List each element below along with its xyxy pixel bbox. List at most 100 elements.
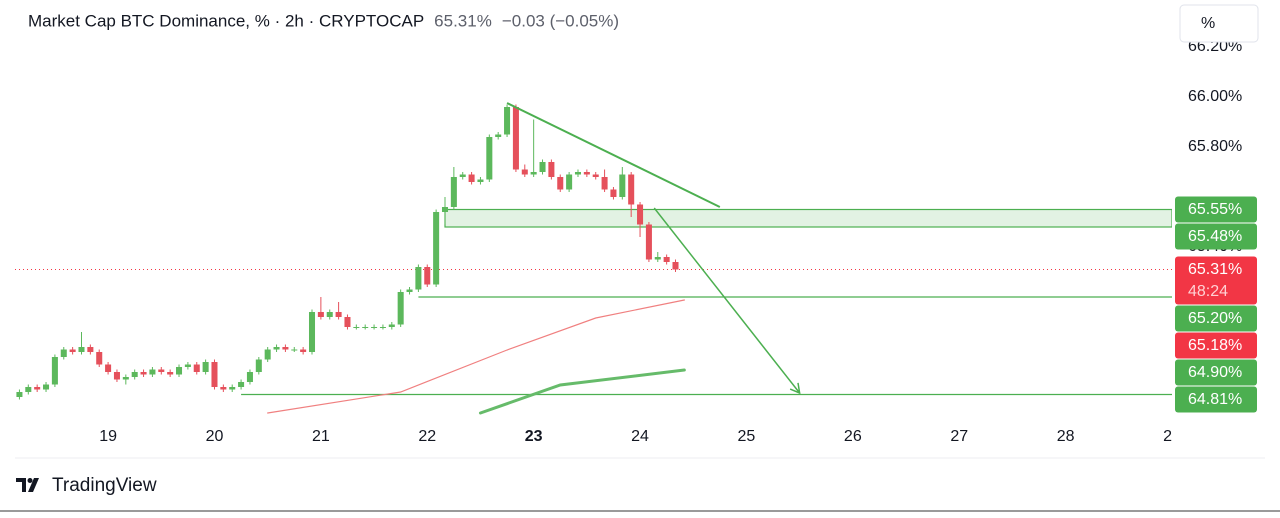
candle-body [96,352,103,365]
candle-body [113,372,120,380]
price-label-box [1175,386,1257,413]
time-axis: 19 20 21 22 23 24 25 26 27 28 2 [99,428,1172,445]
last-value: 65.31% [434,11,492,30]
scale-button-frame[interactable] [1179,4,1259,43]
price-label: 64.90% [1188,364,1242,381]
plot-area [15,102,1172,415]
candle-body [504,107,511,135]
price-label-box [1175,256,1257,305]
candle-body [628,174,635,205]
candle-body [433,212,440,285]
candle-body [574,172,581,175]
candle-body [371,327,378,328]
candle-body [459,174,466,177]
candle-body [140,372,147,375]
price-labels: 65.55% 65.48% 65.31% 48:24 65.20% 65.18% 64.90… [1175,196,1257,413]
candle-body [202,362,209,372]
moving-average [267,299,685,414]
candle-body [229,387,236,390]
candle-body [521,169,528,175]
price-label-box [1175,332,1257,359]
candle-body [592,174,599,177]
candle-body [211,362,218,387]
candle-body [557,177,564,190]
candle-body [34,387,41,390]
candle-body [441,207,449,212]
candle-body [326,312,333,317]
change-value: −0.03 (−0.05%) [502,11,619,30]
candle-body [255,359,262,372]
chart-title: Market Cap BTC Dominance, % · 2h · CRYPT… [28,11,424,30]
price-axis: 65.40%65.80%66.00%66.20% [1188,40,1242,255]
candle-body [397,292,404,325]
x-tick-label: 22 [418,428,436,445]
price-label-box [1175,223,1257,250]
candle-body [388,324,395,327]
x-tick-label: 23 [525,428,543,445]
candle-body [300,349,307,352]
candle-body [450,177,457,207]
candle-body [548,162,555,177]
candle-body [512,107,519,170]
candle-body [51,357,58,385]
candle-body [87,347,94,352]
candle-body [25,387,32,392]
candle-body [353,327,360,328]
x-tick-label: 24 [631,428,649,445]
candle-body [424,267,431,285]
candle-body [654,257,661,260]
zone [444,208,1172,228]
price-label-box [1175,359,1257,386]
candle-body [308,312,316,352]
x-tick-label: 28 [1057,428,1075,445]
x-tick-label: 25 [738,428,756,445]
candle-body [69,349,76,352]
candle-body [158,369,165,372]
x-tick-label: 20 [206,428,224,445]
candle-body [264,349,271,360]
candle-body [246,372,253,382]
brand-name: TradingView [52,475,157,496]
candle-body [610,189,617,197]
countdown: 48:24 [1188,283,1228,300]
candle-body [43,384,50,390]
candle-body [122,377,129,380]
candle-body [167,372,174,375]
scale-button[interactable]: % [1201,15,1215,32]
candle-body [468,174,475,182]
candle-body [539,162,546,172]
candle-body [362,327,369,328]
candle-body [184,364,191,367]
candle-body [193,364,200,372]
candle-body [131,372,138,377]
candle-body [601,177,608,190]
price-label: 65.48% [1188,228,1242,245]
candle-body [530,172,537,175]
candle-body [78,347,85,352]
price-label: 65.55% [1188,201,1242,218]
candle-body [566,174,573,190]
candle-body [176,367,183,375]
candle-body [645,224,652,260]
y-tick-label: 65.80% [1188,138,1242,155]
y-tick-label: 66.00% [1188,88,1242,105]
x-tick-label: 21 [312,428,330,445]
price-label: 65.20% [1188,310,1242,327]
moving-average [478,368,686,415]
candle-body [344,317,351,327]
candle-body [238,382,245,387]
x-tick-label: 26 [844,428,862,445]
candle-body [282,347,289,350]
trend-line [506,102,721,208]
candle-body [406,289,413,292]
candle-body [105,364,112,372]
price-label-box [1175,196,1257,223]
candle-body [486,137,493,180]
candle-body [220,387,227,390]
x-tick-label: 27 [950,428,968,445]
price-label-box [1175,305,1257,332]
price-label: 65.31% [1188,261,1242,278]
candle-body [273,347,280,350]
candle-body [379,327,386,328]
